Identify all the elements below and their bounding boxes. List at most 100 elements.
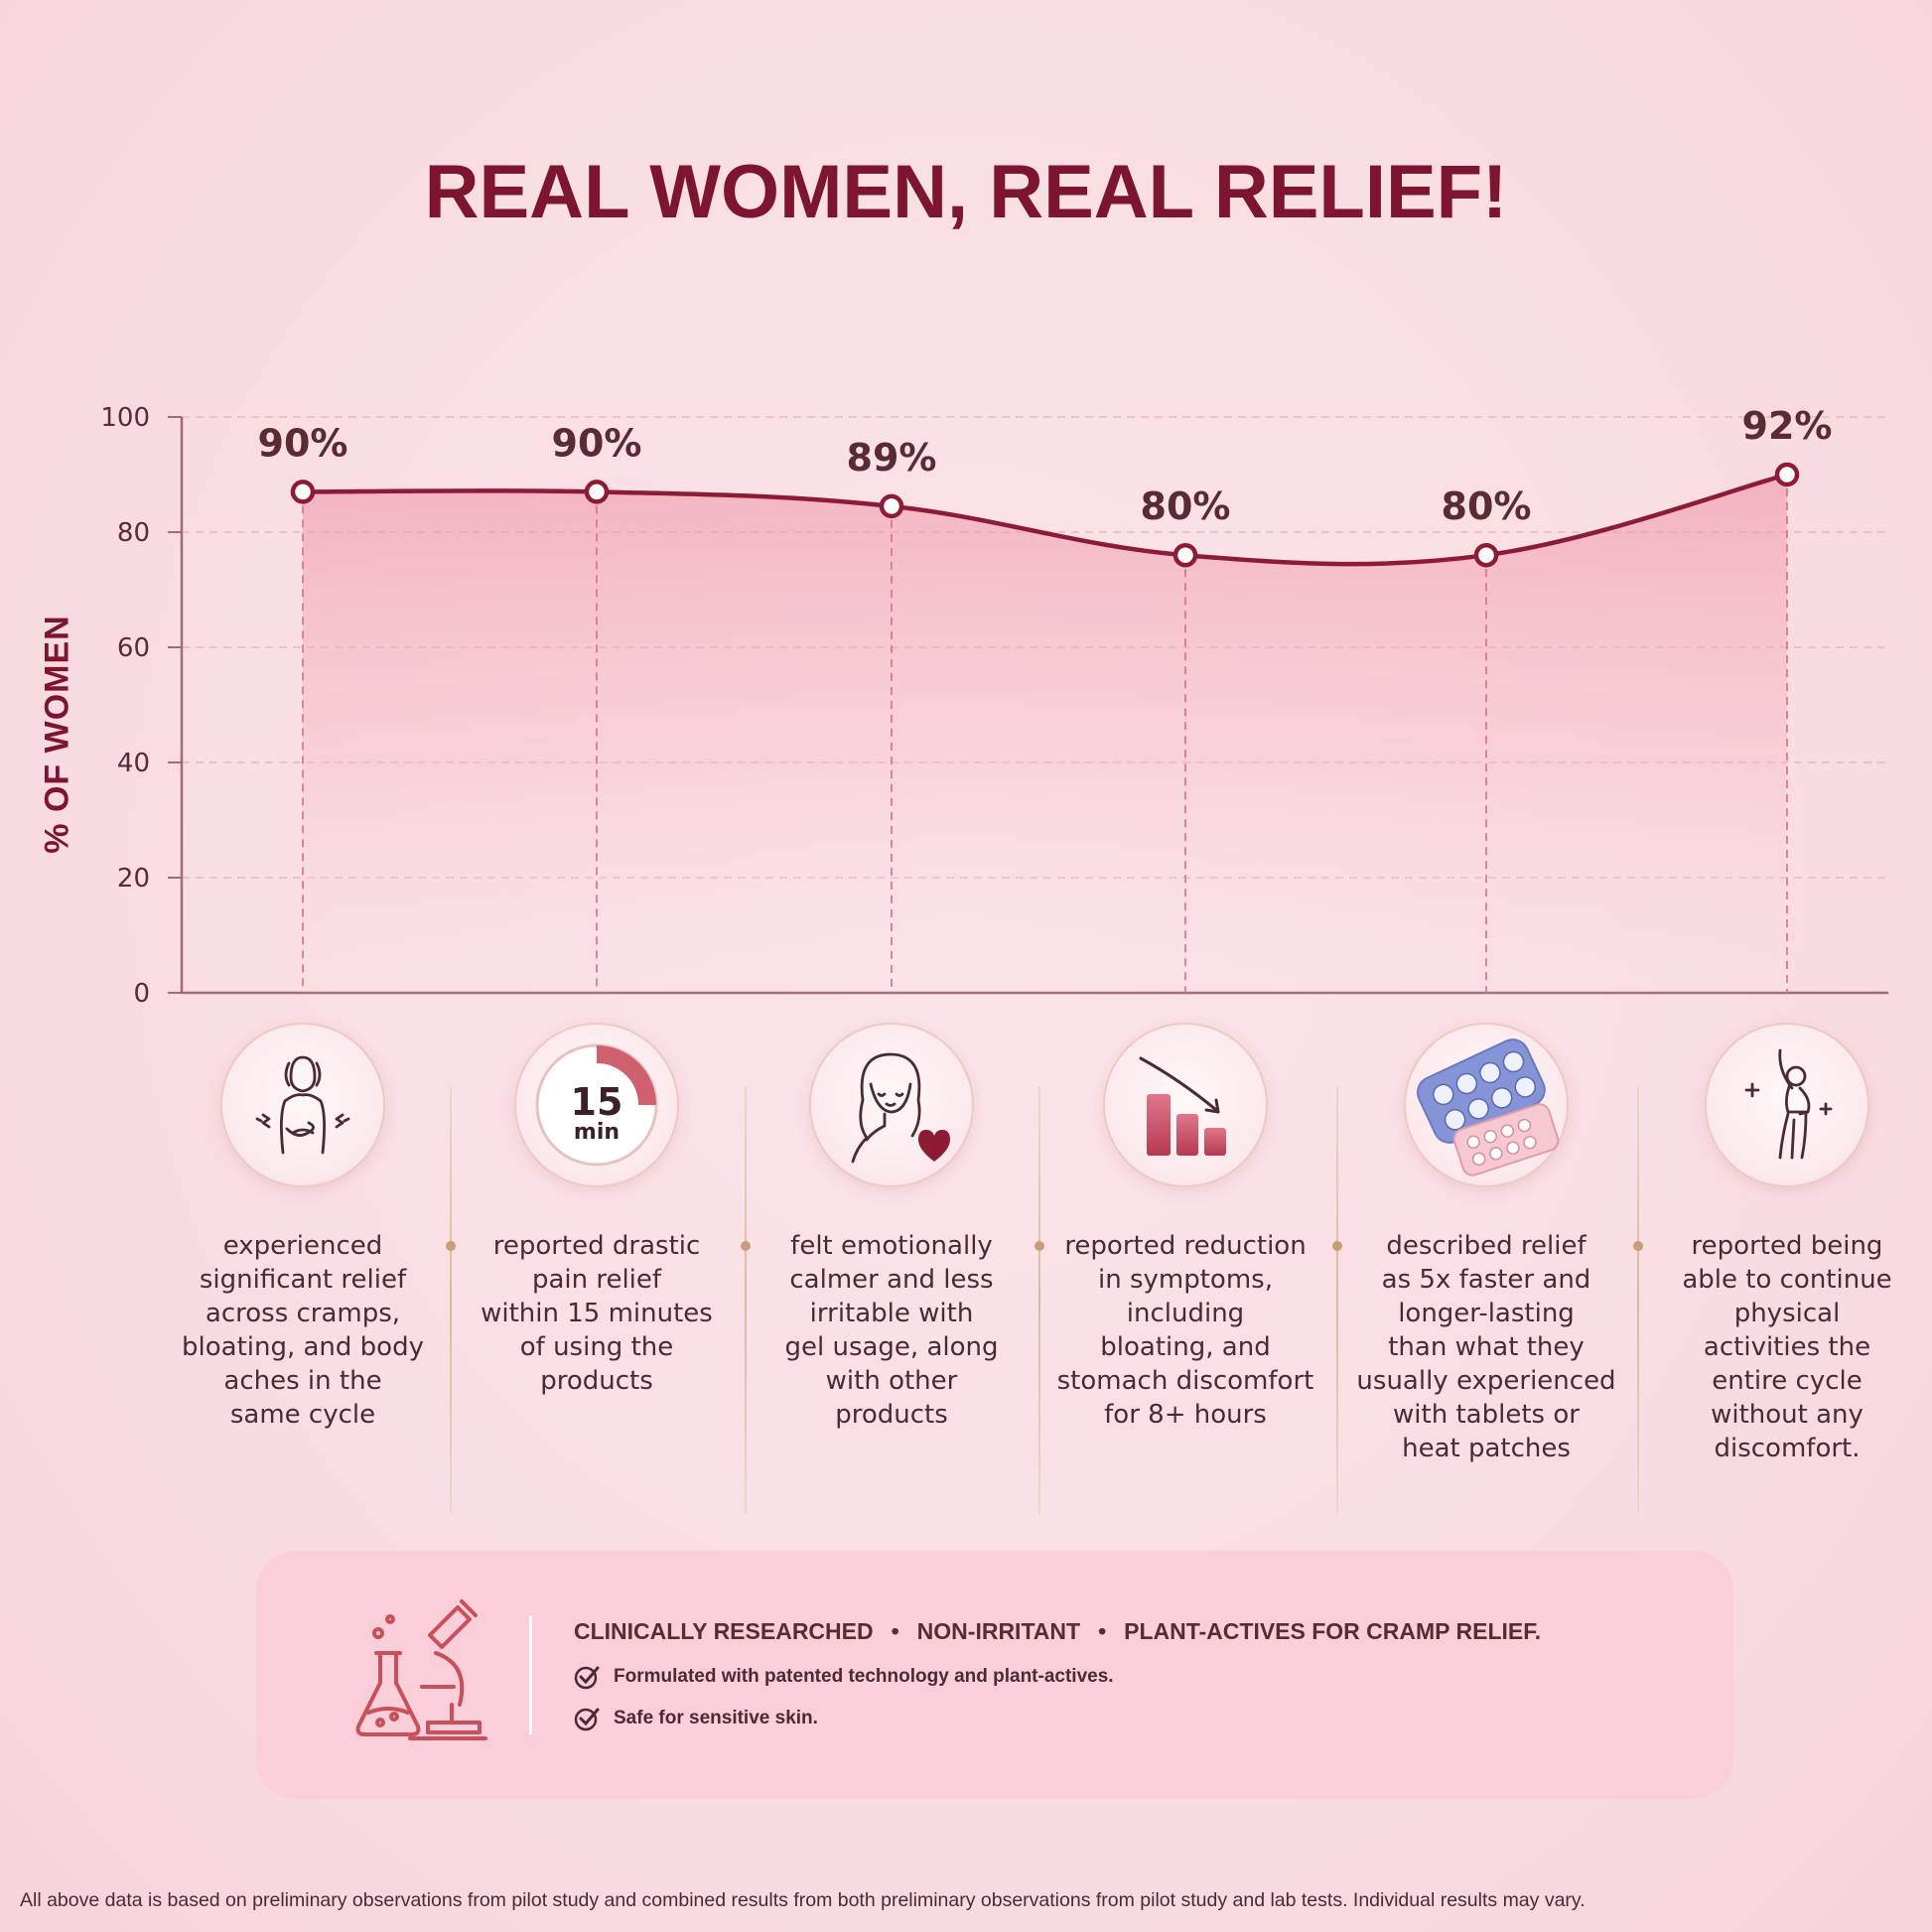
tablet-blister-packs-icon <box>1404 1023 1569 1187</box>
timer-15-min-icon: 15 min <box>514 1023 679 1187</box>
y-tick-label: 80 <box>117 518 150 548</box>
page-title: REAL WOMEN, REAL RELIEF! <box>424 150 1508 234</box>
disclaimer: All above data is based on preliminary o… <box>20 1889 1586 1911</box>
check-circle-icon <box>574 1708 600 1731</box>
stat-description: described relief as 5x faster and longer-l… <box>1347 1229 1625 1465</box>
column-divider <box>744 1087 747 1514</box>
stat-line: same cycle <box>229 1400 376 1430</box>
check-item: Safe for sensitive skin. <box>574 1706 818 1731</box>
y-tick-label: 100 <box>100 403 150 433</box>
stat-description: reported drastic pain relief within 15 min… <box>458 1229 736 1398</box>
stat-column: experienced significant relief across cram… <box>164 1023 442 1432</box>
area-fill <box>303 475 1787 993</box>
stat-line: reported reduction <box>1064 1231 1307 1261</box>
data-point <box>879 493 904 519</box>
data-label: 80% <box>1442 484 1532 528</box>
timer-unit: min <box>574 1120 620 1145</box>
stat-line: reported being <box>1691 1231 1883 1261</box>
stat-line: irritable with <box>809 1299 974 1328</box>
column-divider <box>1335 1087 1338 1514</box>
y-tick-label: 40 <box>117 749 150 778</box>
stretching-woman-icon <box>1705 1023 1869 1187</box>
stat-line: with other <box>825 1366 958 1396</box>
stat-description: experienced significant relief across cram… <box>164 1229 442 1432</box>
stat-line: calmer and less <box>789 1265 994 1295</box>
stat-description: felt emotionally calmer and less irritable… <box>753 1229 1031 1432</box>
divider-dot <box>446 1241 456 1251</box>
check-item: Formulated with patented technology and … <box>574 1664 1114 1690</box>
stat-line: aches in the <box>223 1366 382 1396</box>
data-point <box>584 480 610 504</box>
stat-line: discomfort. <box>1714 1434 1861 1463</box>
woman-cramps-icon <box>220 1023 385 1187</box>
stat-line: stomach discomfort <box>1056 1366 1314 1396</box>
data-label: 80% <box>1141 484 1231 528</box>
stat-line: products <box>540 1366 653 1396</box>
series-line <box>302 472 1788 567</box>
divider-dot <box>740 1241 751 1251</box>
stat-line: in symptoms, <box>1098 1265 1273 1295</box>
data-point <box>1473 542 1499 568</box>
y-tick-label: 20 <box>117 864 150 894</box>
stat-line: longer-lasting <box>1398 1299 1575 1328</box>
stat-column: reported reduction in symptoms, including b… <box>1046 1023 1324 1432</box>
stat-line: without any <box>1711 1400 1863 1430</box>
stat-line: usually experienced <box>1356 1366 1616 1396</box>
lab-flask-microscope-icon <box>355 1599 487 1740</box>
stat-line: experienced <box>222 1231 383 1261</box>
line-chart: 0 20 40 60 80 100 90% 90% 89% 80% 80% 92% <box>100 403 1888 1009</box>
panel-divider <box>529 1615 532 1734</box>
decreasing-bars-icon <box>1103 1023 1268 1187</box>
stat-line: able to continue <box>1682 1265 1892 1295</box>
column-divider <box>1636 1087 1639 1514</box>
stat-line: across cramps, <box>205 1299 401 1328</box>
data-point <box>1173 542 1198 568</box>
stat-line: including <box>1126 1299 1245 1328</box>
stat-line: felt emotionally <box>790 1231 993 1261</box>
stat-description: reported being able to continue physical ac… <box>1648 1229 1926 1465</box>
divider-dot <box>1035 1241 1044 1251</box>
data-point <box>290 480 316 504</box>
divider-dot <box>1331 1241 1342 1251</box>
stat-line: of using the <box>519 1332 674 1362</box>
data-label: 90% <box>258 421 348 465</box>
y-tick-label: 0 <box>133 979 150 1009</box>
timer-number: 15 <box>571 1080 623 1124</box>
column-divider <box>1038 1087 1040 1514</box>
stat-line: reported drastic <box>492 1231 701 1261</box>
stat-column: felt emotionally calmer and less irritable… <box>753 1023 1031 1432</box>
stat-description: reported reduction in symptoms, including b… <box>1046 1229 1324 1432</box>
stat-line: for 8+ hours <box>1104 1400 1267 1430</box>
stat-line: described relief <box>1386 1231 1587 1261</box>
stat-line: gel usage, along <box>784 1332 999 1362</box>
benefits-panel: CLINICALLY RESEARCHED • NON-IRRITANT • PLANT… <box>256 1551 1733 1799</box>
stat-line: bloating, and <box>1100 1332 1271 1362</box>
data-label: 90% <box>552 421 642 465</box>
check-circle-icon <box>574 1666 600 1690</box>
data-point <box>1774 462 1800 487</box>
stat-line: activities the <box>1703 1332 1871 1362</box>
panel-headline: CLINICALLY RESEARCHED • NON-IRRITANT • PLANT… <box>574 1618 1542 1644</box>
data-label: 92% <box>1742 404 1833 448</box>
stat-line: pain relief <box>531 1265 662 1295</box>
stat-line: heat patches <box>1402 1434 1571 1463</box>
stat-column: reported being able to continue physical ac… <box>1648 1023 1926 1465</box>
stat-line: as 5x faster and <box>1381 1265 1591 1295</box>
column-divider <box>450 1087 452 1514</box>
stat-line: bloating, and body <box>182 1332 424 1362</box>
stat-line: with tablets or <box>1393 1400 1580 1430</box>
divider-dot <box>1632 1241 1643 1251</box>
stat-column: described relief as 5x faster and longer-l… <box>1347 1023 1625 1465</box>
stat-line: than what they <box>1388 1332 1585 1362</box>
headline-clinically-researched: CLINICALLY RESEARCHED <box>574 1618 874 1644</box>
stat-line: physical <box>1733 1299 1841 1328</box>
headline-plant-actives: PLANT-ACTIVES FOR CRAMP RELIEF. <box>1124 1618 1542 1644</box>
stat-line: products <box>835 1400 948 1430</box>
calm-woman-heart-icon <box>809 1023 974 1187</box>
stat-line: significant relief <box>199 1265 407 1295</box>
stat-line: within 15 minutes <box>481 1299 713 1328</box>
data-label: 89% <box>847 436 937 480</box>
stat-column: 15 min reported drastic pain relief within 1… <box>458 1023 736 1398</box>
headline-non-irritant: NON-IRRITANT <box>916 1618 1081 1644</box>
y-tick-label: 60 <box>117 633 150 663</box>
